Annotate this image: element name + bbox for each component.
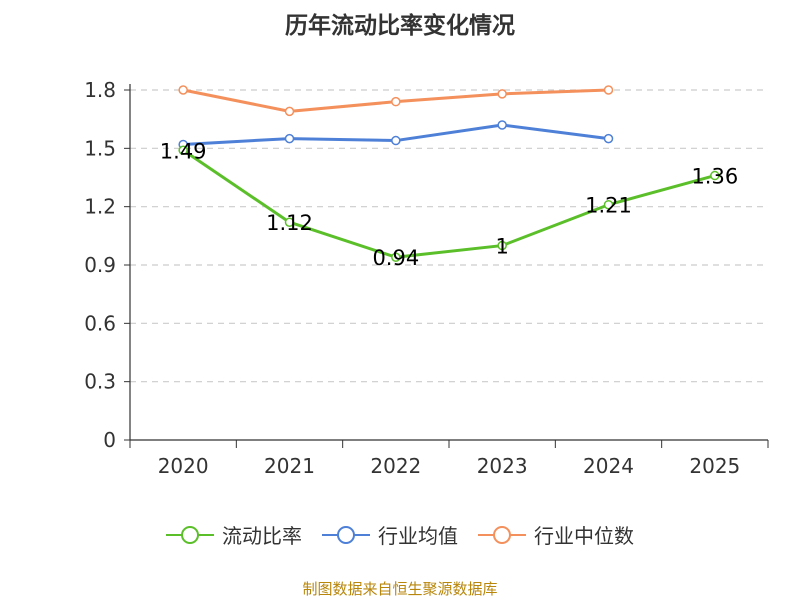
data-point xyxy=(603,85,614,95)
legend-line-icon xyxy=(478,525,526,544)
data-label: 1 xyxy=(495,235,508,259)
legend-label: 行业中位数 xyxy=(534,524,634,548)
legend-line-icon xyxy=(322,525,370,544)
data-label: 1.12 xyxy=(266,211,313,235)
data-label: 0.94 xyxy=(372,246,419,270)
data-source-note: 制图数据来自恒生聚源数据库 xyxy=(302,580,498,598)
y-tick-label: 0.9 xyxy=(84,253,116,277)
data-point xyxy=(391,135,401,146)
data-point xyxy=(178,85,188,95)
y-tick-label: 1.2 xyxy=(84,195,116,219)
legend-line-icon xyxy=(166,525,214,544)
y-tick-label: 0.6 xyxy=(84,311,116,335)
y-tick-label: 0 xyxy=(103,428,116,452)
legend-label: 行业均值 xyxy=(378,524,458,548)
data-point xyxy=(178,145,188,156)
x-tick-label: 2022 xyxy=(370,454,421,478)
series-line-0 xyxy=(182,149,716,259)
x-tick-label: 2024 xyxy=(583,454,634,478)
legend: 流动比率 行业均值 行业中位数 xyxy=(0,520,800,549)
data-point xyxy=(603,133,614,144)
x-tick-label: 2023 xyxy=(477,454,528,478)
data-label: 1.49 xyxy=(160,139,207,163)
y-tick-label: 1.8 xyxy=(84,78,116,102)
data-point xyxy=(284,133,295,144)
data-point xyxy=(391,252,401,262)
data-point xyxy=(497,120,507,130)
data-point xyxy=(497,89,507,99)
legend-item-current-ratio[interactable]: 流动比率 xyxy=(166,520,302,549)
legend-label: 流动比率 xyxy=(222,524,302,548)
data-label: 1.36 xyxy=(691,165,738,189)
legend-item-industry-mean[interactable]: 行业均值 xyxy=(322,520,458,549)
data-point xyxy=(497,240,507,251)
y-tick-label: 0.3 xyxy=(84,370,116,394)
data-point xyxy=(391,96,401,107)
x-tick-label: 2025 xyxy=(689,454,740,478)
data-label: 1.21 xyxy=(585,194,632,218)
data-point xyxy=(603,199,614,210)
data-point xyxy=(284,217,295,227)
data-point xyxy=(284,106,295,117)
x-tick-label: 2020 xyxy=(158,454,209,478)
x-tick-label: 2021 xyxy=(264,454,315,478)
data-point xyxy=(710,170,720,181)
chart-title: 历年流动比率变化情况 xyxy=(285,13,515,39)
legend-item-industry-median[interactable]: 行业中位数 xyxy=(478,520,634,549)
y-tick-label: 1.5 xyxy=(84,136,116,160)
